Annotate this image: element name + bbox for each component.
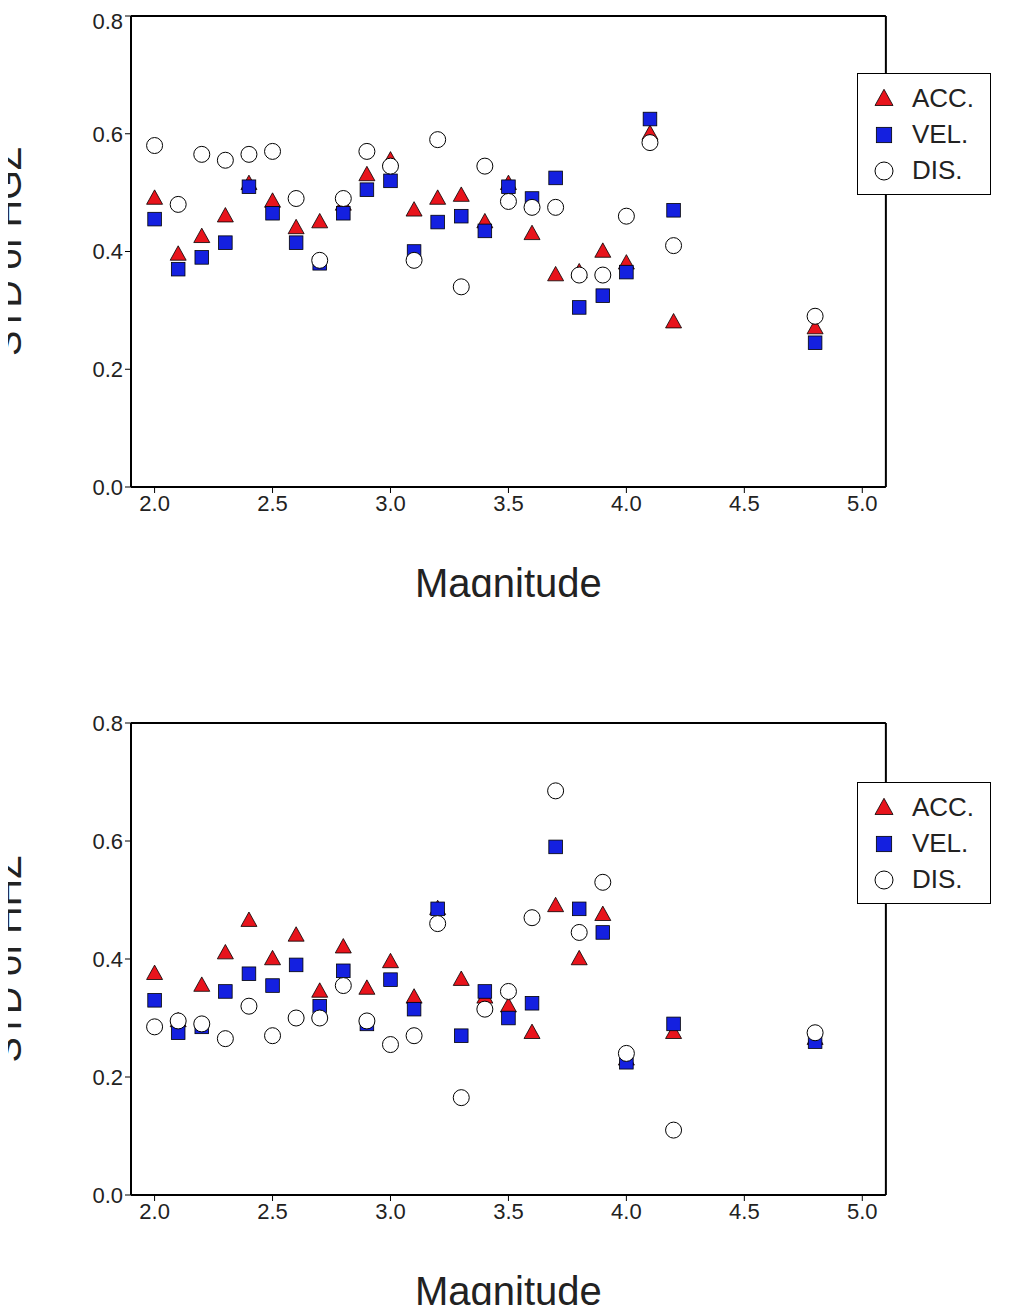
- svg-text:5.0: 5.0: [847, 1199, 878, 1224]
- svg-text:4.5: 4.5: [729, 491, 760, 516]
- svg-text:0.4: 0.4: [92, 947, 123, 972]
- svg-text:4.0: 4.0: [611, 1199, 642, 1224]
- svg-text:3.0: 3.0: [375, 1199, 406, 1224]
- html-text:DIS.: DIS.: [911, 863, 963, 894]
- svg-text:4.0: 4.0: [611, 491, 642, 516]
- html-text:VEL.: VEL.: [911, 827, 969, 858]
- svg-text:2.0: 2.0: [139, 1199, 170, 1224]
- svg-text:Magnitude: Magnitude: [415, 561, 602, 597]
- svg-text:Magnitude: Magnitude: [415, 1269, 602, 1305]
- svg-text:0.0: 0.0: [92, 1183, 123, 1208]
- svg-text:3.5: 3.5: [493, 1199, 524, 1224]
- svg-text:5.0: 5.0: [847, 491, 878, 516]
- html-text:ACC.: ACC.: [911, 791, 974, 822]
- svg-text:3.5: 3.5: [493, 491, 524, 516]
- svg-text:0.2: 0.2: [92, 1065, 123, 1090]
- svg-text:0.0: 0.0: [92, 475, 123, 500]
- svg-text:4.5: 4.5: [729, 1199, 760, 1224]
- html-text:DIS.: DIS.: [911, 154, 963, 185]
- svg-text:0.6: 0.6: [92, 829, 123, 854]
- svg-text:0.4: 0.4: [92, 239, 123, 264]
- svg-text:0.2: 0.2: [92, 357, 123, 382]
- svg-text:3.0: 3.0: [375, 491, 406, 516]
- svg-text:0.6: 0.6: [92, 122, 123, 147]
- html-text:VEL.: VEL.: [911, 118, 969, 149]
- svg-text:2.5: 2.5: [257, 491, 288, 516]
- svg-text:2.5: 2.5: [257, 1199, 288, 1224]
- svg-text:0.8: 0.8: [92, 9, 123, 34]
- svg-text:STD of HHZ: STD of HHZ: [8, 856, 29, 1063]
- svg-text:0.8: 0.8: [92, 711, 123, 736]
- svg-text:STD of HGZ: STD of HGZ: [8, 147, 29, 356]
- html-text:ACC.: ACC.: [911, 82, 974, 113]
- svg-text:2.0: 2.0: [139, 491, 170, 516]
